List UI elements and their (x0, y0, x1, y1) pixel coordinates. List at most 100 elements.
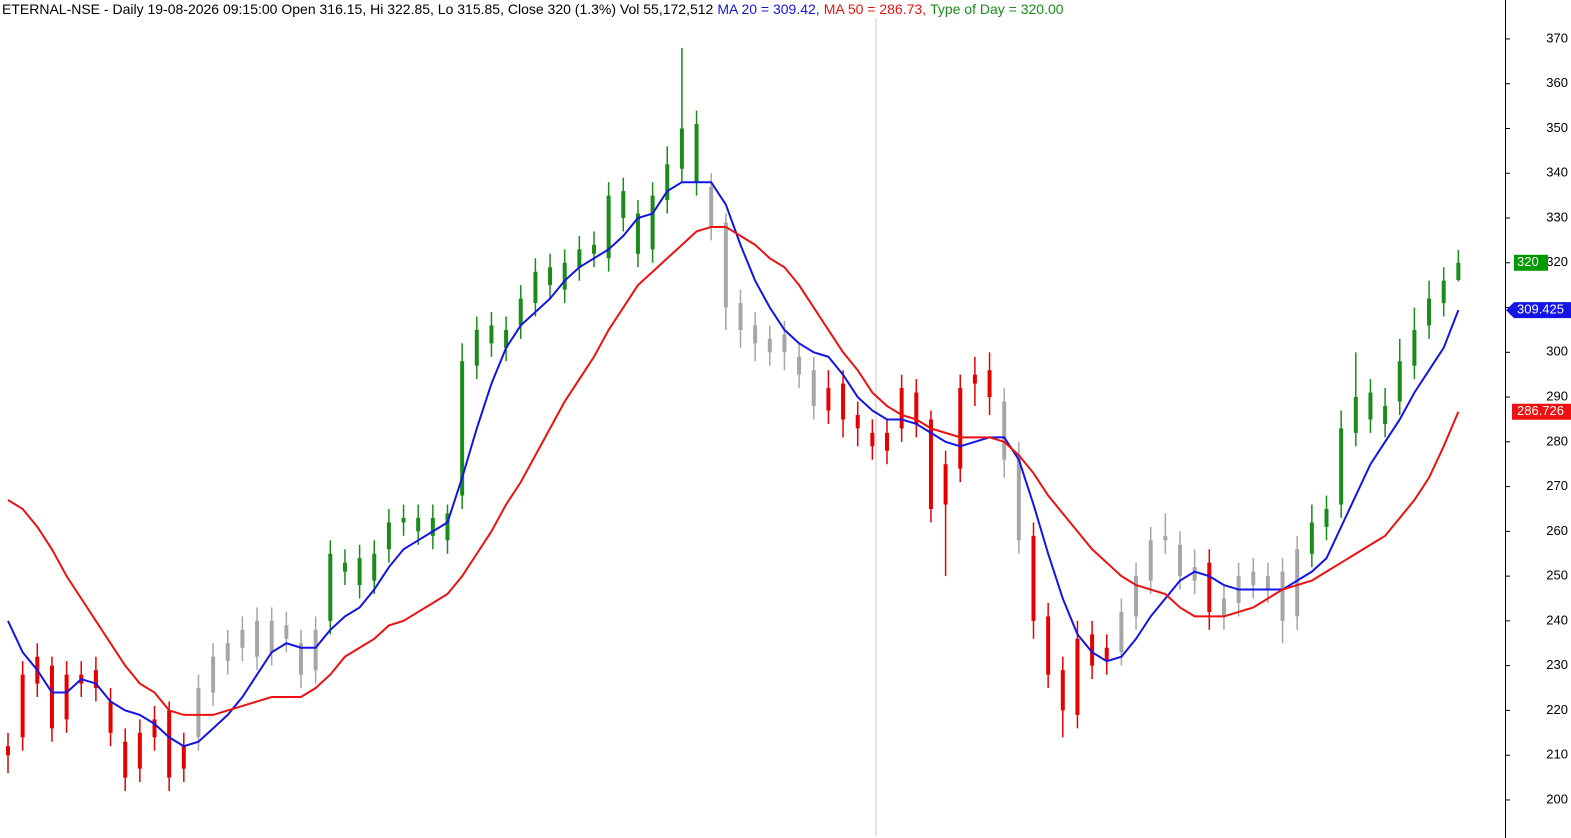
candle-body (181, 746, 186, 769)
candle-body (1119, 611, 1124, 653)
candle-body (1104, 647, 1109, 662)
candle-body (1163, 535, 1168, 541)
candle-body (255, 620, 260, 657)
ma-value-box (1512, 403, 1571, 420)
candle-body (694, 123, 699, 183)
candle-body (709, 186, 714, 227)
candle-body (899, 388, 904, 429)
candle-body (1060, 670, 1065, 711)
last-price-label: 320 (1517, 254, 1539, 269)
y-tick-label: 280 (1546, 433, 1568, 448)
candle-body (928, 419, 933, 509)
candle-body (548, 267, 553, 286)
candle-body (49, 665, 54, 729)
candle-body (357, 558, 362, 586)
candle-body (64, 674, 69, 720)
candle-body (1016, 455, 1021, 541)
candle-body (504, 329, 509, 348)
candle-body (1090, 634, 1095, 666)
candle-body (1046, 616, 1051, 675)
y-tick-label: 330 (1546, 209, 1568, 224)
candle-body (445, 513, 450, 541)
candle-body (621, 191, 626, 219)
candle-body (211, 656, 216, 693)
y-tick-label: 260 (1546, 523, 1568, 538)
candle-body (826, 388, 831, 411)
candle-body (1031, 535, 1036, 621)
candle-body (738, 303, 743, 330)
candle-body (1134, 576, 1139, 617)
candle-body (1397, 361, 1402, 402)
candle-body (20, 674, 25, 738)
candle-body (841, 383, 846, 420)
candle-body (328, 553, 333, 621)
y-tick-label: 290 (1546, 389, 1568, 404)
candle-body (313, 629, 318, 671)
candle-body (1456, 262, 1461, 281)
y-tick-label: 340 (1546, 165, 1568, 180)
candle-body (108, 701, 113, 733)
candle-body (797, 356, 802, 375)
candle-body (577, 249, 582, 268)
y-tick-label: 240 (1546, 612, 1568, 627)
candle-body (1353, 397, 1358, 433)
ma-value-label: 309.425 (1517, 302, 1564, 317)
y-tick-label: 350 (1546, 120, 1568, 135)
candle-body (489, 325, 494, 344)
candle-body (460, 361, 465, 496)
candle-body (1309, 522, 1314, 554)
title-segment: Type of Day = 320.00 (930, 1, 1064, 17)
candle-body (386, 522, 391, 550)
candle-body (1427, 298, 1432, 326)
candle-body (1324, 508, 1329, 527)
candle-body (870, 432, 875, 447)
y-tick-label: 220 (1546, 702, 1568, 717)
candle-body (240, 629, 245, 648)
candle-body (1207, 562, 1212, 612)
candle-body (342, 562, 347, 572)
y-tick-label: 300 (1546, 344, 1568, 359)
candle-body (1251, 571, 1256, 586)
candle-body (885, 432, 889, 451)
candle-body (430, 517, 435, 536)
candle-body (225, 643, 230, 662)
candle-body (987, 370, 992, 398)
candle-body (811, 370, 816, 407)
chart-title: ETERNAL-NSE - Daily 19-08-2026 09:15:00 … (2, 1, 1064, 17)
candle-body (972, 374, 977, 384)
candle-body (1265, 576, 1270, 590)
candle-body (855, 414, 860, 429)
y-tick-label: 230 (1546, 657, 1568, 672)
candle-body (1221, 598, 1226, 617)
candle-body (723, 222, 728, 308)
candle-body (562, 262, 567, 290)
candle-body (753, 325, 758, 344)
candle-body (1441, 280, 1446, 304)
title-segment: MA 20 = 309.42, (717, 1, 819, 17)
candle-body (6, 746, 10, 756)
candle-body (943, 464, 948, 505)
candle-body (650, 195, 655, 250)
candle-body (372, 553, 377, 581)
candle-body (167, 710, 172, 778)
candle-body (416, 517, 421, 532)
ma-line (7, 181, 1460, 748)
candle-body (1280, 571, 1285, 621)
candle-body (1002, 401, 1007, 460)
ma-value-label: 286.726 (1517, 403, 1564, 418)
candle-body (1075, 638, 1080, 715)
ma-value-box (1506, 302, 1571, 319)
candle-body (284, 625, 289, 639)
candle-body (1412, 329, 1417, 366)
y-tick-label: 370 (1546, 30, 1568, 45)
candle-body (1295, 549, 1300, 617)
y-tick-label: 270 (1546, 478, 1568, 493)
candle-body (269, 620, 274, 653)
candle-body (958, 388, 963, 469)
y-tick-label: 210 (1546, 747, 1568, 762)
candle-body (1178, 544, 1182, 577)
candle-body (152, 719, 157, 738)
